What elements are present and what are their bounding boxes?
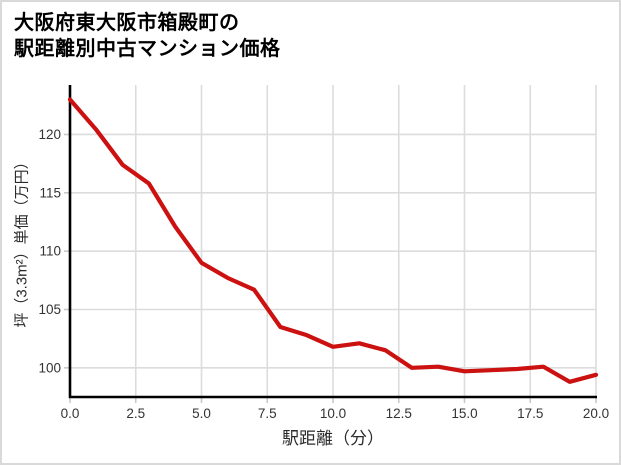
- price-line-series: [67, 97, 599, 384]
- x-tick-label: 7.5: [258, 406, 277, 421]
- x-tick-label: 15.0: [451, 406, 477, 421]
- x-tick-label: 17.5: [517, 406, 543, 421]
- x-tick-label: 10.0: [320, 406, 346, 421]
- y-axis-label: 坪（3.3m²）単価（万円）: [13, 154, 31, 328]
- x-tick-label: 5.0: [192, 406, 211, 421]
- y-tick-label: 110: [39, 244, 61, 259]
- y-tick-label: 120: [38, 127, 61, 142]
- x-axis-label: 駅距離（分）: [282, 429, 384, 448]
- x-tick-label: 12.5: [386, 406, 412, 421]
- x-tick-label: 20.0: [583, 406, 609, 421]
- y-tick-label: 115: [39, 185, 61, 200]
- x-tick-label: 0.0: [61, 406, 80, 421]
- x-tick-label: 2.5: [126, 406, 145, 421]
- y-tick-label: 100: [38, 360, 61, 375]
- y-tick-label: 105: [38, 302, 61, 317]
- chart-title: 大阪府東大阪市箱殿町の 駅距離別中古マンション価格: [14, 12, 281, 61]
